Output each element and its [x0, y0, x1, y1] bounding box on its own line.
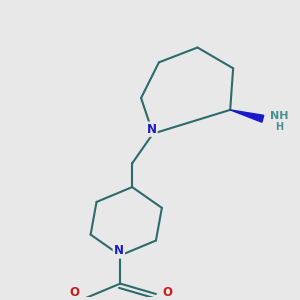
Text: N: N — [114, 244, 124, 257]
Text: O: O — [69, 286, 79, 299]
Polygon shape — [230, 110, 264, 122]
Text: NH: NH — [270, 111, 288, 121]
Text: N: N — [146, 123, 157, 136]
Text: O: O — [163, 286, 173, 299]
Text: H: H — [275, 122, 283, 132]
